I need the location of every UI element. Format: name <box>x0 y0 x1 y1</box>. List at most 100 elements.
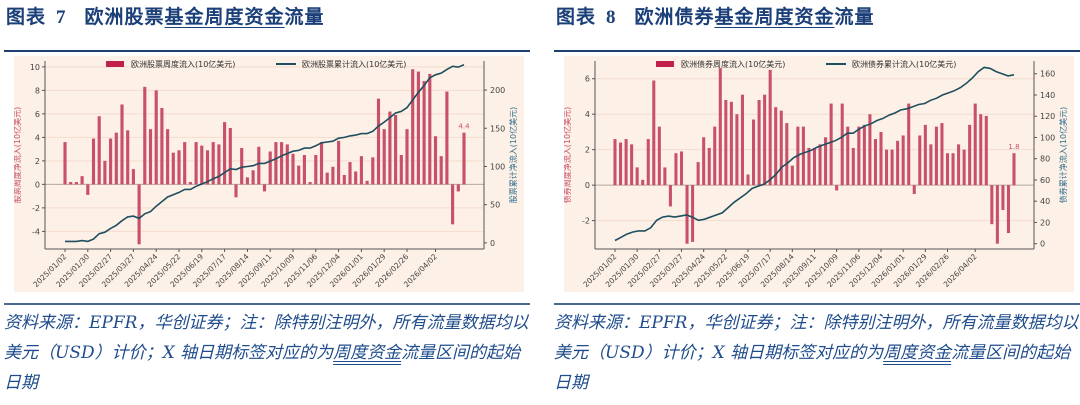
weekly-bar <box>740 94 744 186</box>
weekly-bar <box>652 80 656 186</box>
weekly-bar <box>718 68 722 186</box>
weekly-bar <box>824 137 828 186</box>
left-axis-label: 股票周度净流入(10亿美元) <box>14 107 22 203</box>
weekly-bar <box>757 100 761 186</box>
svg-text:0: 0 <box>1040 240 1045 249</box>
title-divider <box>554 50 1080 52</box>
last-value-label: 1.8 <box>1008 143 1019 151</box>
weekly-bar <box>979 114 983 186</box>
weekly-bar <box>868 114 872 186</box>
weekly-bar <box>779 110 783 186</box>
weekly-bar <box>131 169 135 185</box>
svg-text:0: 0 <box>35 180 40 189</box>
svg-text:100: 100 <box>1040 133 1055 142</box>
weekly-bar <box>752 119 756 186</box>
svg-text:6: 6 <box>585 75 590 84</box>
weekly-bar <box>456 184 460 192</box>
weekly-bar <box>428 73 432 185</box>
weekly-bar <box>951 153 955 186</box>
weekly-bar <box>166 129 170 185</box>
legend-bar-label: 欧洲股票周度流入(10亿美元) <box>131 59 235 69</box>
title-text-underlined: 基金周度资金 <box>714 6 835 28</box>
weekly-bar <box>109 138 113 185</box>
weekly-bar <box>829 103 833 186</box>
weekly-bar <box>912 185 916 195</box>
weekly-bar <box>74 182 78 185</box>
figure-8-panel: 图表 8 欧洲债券基金周度资金流量 1.8 -2 0 2 4 6 0 20 40 60 80 100 120… <box>550 0 1080 405</box>
weekly-bar <box>807 147 811 186</box>
weekly-bar <box>857 126 861 186</box>
weekly-bar <box>217 144 221 185</box>
weekly-bar <box>995 185 999 244</box>
note-text: 资料来源：EPFR，华创证券；注：除特别注明外，所有流量数据均以美元（USD）计… <box>554 313 1079 363</box>
weekly-bar <box>228 127 232 185</box>
legend-line-label: 欧洲债券累计流入(10亿美元) <box>852 59 956 69</box>
weekly-bar <box>291 153 295 185</box>
weekly-bar <box>890 149 894 186</box>
title-number: 8 <box>606 7 617 28</box>
figure-title: 图表 8 欧洲债券基金周度资金流量 <box>556 2 875 29</box>
svg-text:60: 60 <box>1040 176 1050 185</box>
title-text-underlined: 基金周度资金 <box>164 6 285 28</box>
weekly-bar <box>251 170 255 185</box>
cumulative-line <box>614 66 1015 242</box>
figure-7-panel: 图表 7 欧洲股票基金周度资金流量 4.4 -4 -2 0 2 4 6 8 10 0 50 100 150 2… <box>0 0 530 405</box>
weekly-bar <box>354 171 358 185</box>
weekly-bar <box>818 144 822 186</box>
left-axis-label: 债券周度净流入(10亿美元) <box>564 107 572 203</box>
weekly-bar <box>879 131 883 186</box>
weekly-bar <box>735 114 739 186</box>
weekly-bar <box>103 160 107 185</box>
weekly-bar <box>790 165 794 186</box>
weekly-bar <box>91 138 96 185</box>
weekly-bar <box>114 132 118 185</box>
weekly-bar <box>314 155 318 185</box>
svg-text:4: 4 <box>585 110 590 119</box>
weekly-bar <box>126 130 130 185</box>
weekly-bar <box>137 184 141 245</box>
weekly-bar <box>325 172 329 185</box>
weekly-bar <box>302 155 306 185</box>
weekly-bar <box>896 140 900 186</box>
weekly-bar <box>619 142 623 186</box>
weekly-bar <box>211 142 215 185</box>
title-divider <box>4 50 530 52</box>
note-text-underlined: 周度资金 <box>333 343 402 363</box>
svg-text:0: 0 <box>585 181 590 190</box>
weekly-bar <box>641 179 645 186</box>
weekly-bar <box>240 147 244 185</box>
weekly-bar <box>885 149 889 186</box>
weekly-bar <box>907 103 911 186</box>
weekly-bar <box>97 116 101 185</box>
weekly-bar <box>205 150 210 185</box>
weekly-bar <box>674 153 678 186</box>
svg-text:100: 100 <box>490 162 505 171</box>
weekly-bar <box>663 167 667 186</box>
weekly-bar <box>365 180 369 185</box>
weekly-bar <box>1001 185 1005 210</box>
weekly-bar <box>451 184 455 225</box>
title-number: 7 <box>56 7 67 28</box>
chart-divider <box>4 303 530 305</box>
note-text-underlined: 周度资金 <box>883 343 952 363</box>
weekly-bar <box>668 185 672 207</box>
note-text: 流量区间的起始日期 <box>4 343 521 393</box>
source-note: 资料来源：EPFR，华创证券；注：除特别注明外，所有流量数据均以美元（USD）计… <box>554 308 1080 398</box>
weekly-bar <box>702 137 706 186</box>
svg-text:2: 2 <box>585 146 590 155</box>
weekly-bar <box>635 167 639 186</box>
weekly-bar <box>812 147 817 186</box>
weekly-bar <box>388 111 392 185</box>
weekly-bar <box>613 139 617 186</box>
weekly-bar <box>835 185 839 191</box>
weekly-bar <box>262 184 267 192</box>
weekly-bar <box>462 132 466 185</box>
weekly-bar <box>984 115 988 186</box>
weekly-bar <box>624 139 628 186</box>
weekly-bar <box>763 94 767 186</box>
right-axis-label: 债券累计净流入(10亿美元) <box>1058 107 1068 203</box>
weekly-bar <box>80 176 84 185</box>
weekly-bar <box>200 145 204 185</box>
legend-line-label: 欧洲股票累计流入(10亿美元) <box>302 59 406 69</box>
weekly-bar <box>405 129 409 185</box>
